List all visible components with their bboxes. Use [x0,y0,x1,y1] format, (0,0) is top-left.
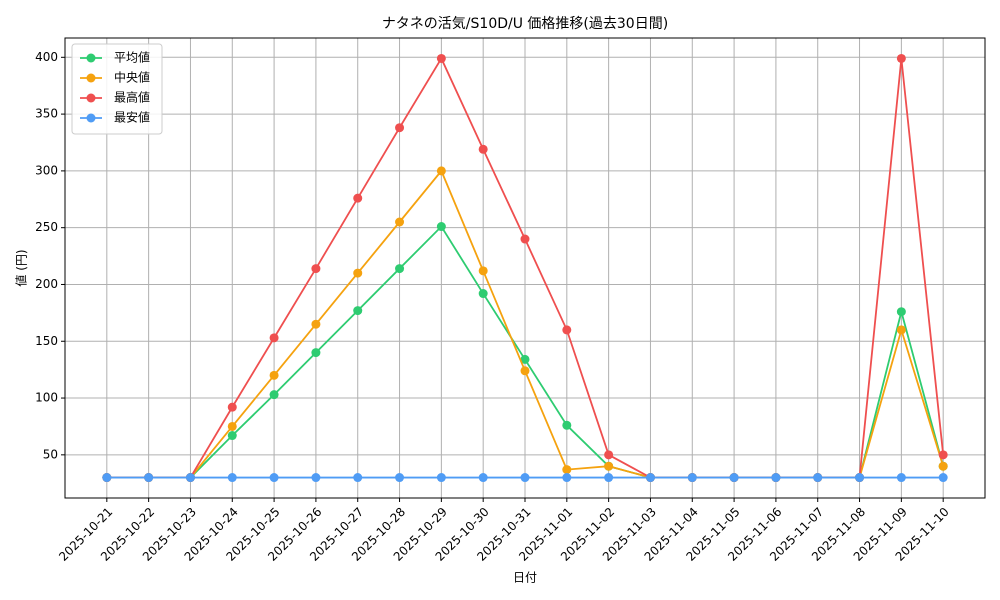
data-point [520,366,530,376]
data-point [478,289,488,299]
data-point [604,450,614,460]
y-tick-label: 100 [35,391,58,405]
data-point [227,421,237,431]
data-point [311,319,321,329]
data-point [896,53,906,63]
data-point [311,264,321,274]
data-point [395,123,405,133]
data-point [395,264,405,274]
data-point [645,473,655,483]
data-point [436,53,446,63]
data-point [938,473,948,483]
data-point [227,431,237,441]
y-tick-label: 300 [35,163,58,177]
data-point [227,402,237,412]
y-tick-label: 400 [35,50,58,64]
data-point [604,473,614,483]
data-point [269,370,279,380]
y-tick-label: 250 [35,220,58,234]
data-point [269,390,279,400]
data-point [562,325,572,335]
data-point [395,217,405,227]
data-point [562,420,572,430]
data-point [353,268,363,278]
data-point [144,473,154,483]
y-tick-label: 150 [35,334,58,348]
legend-label: 最安値 [114,110,150,125]
data-point [896,307,906,317]
data-point [395,473,405,483]
y-axis-label: 値 (円) [14,249,29,286]
data-point [896,325,906,335]
data-point [604,461,614,471]
data-point [896,473,906,483]
data-point [478,473,488,483]
data-point [478,266,488,276]
data-point [102,473,112,483]
data-point [938,461,948,471]
data-point [687,473,697,483]
plot-frame [64,37,986,499]
data-point [771,473,781,483]
data-point [855,473,865,483]
data-point [436,222,446,232]
data-point [353,193,363,203]
data-point [436,473,446,483]
legend-box [71,43,163,135]
data-point [311,473,321,483]
data-point [729,473,739,483]
legend-marker [86,73,96,83]
legend-marker [86,93,96,103]
legend-marker [86,53,96,63]
data-point [353,473,363,483]
data-point [520,354,530,364]
legend-label: 中央値 [114,70,150,85]
y-tick-label: 350 [35,107,58,121]
data-point [353,306,363,316]
chart-title: ナタネの活気/S10D/U 価格推移(過去30日間) [382,16,668,32]
legend-label: 最高値 [114,90,150,105]
data-point [185,473,195,483]
data-point [269,473,279,483]
data-point [562,473,572,483]
y-tick-label: 200 [35,277,58,291]
data-point [520,473,530,483]
data-point [562,465,572,475]
y-tick-label: 50 [43,447,58,461]
data-point [813,473,823,483]
data-point [938,450,948,460]
x-axis-label: 日付 [513,571,537,585]
data-point [311,348,321,358]
data-point [478,144,488,154]
legend-marker [86,113,96,123]
legend-label: 平均値 [114,50,150,65]
data-point [227,473,237,483]
data-point [520,234,530,244]
data-point [436,166,446,176]
data-point [269,333,279,343]
